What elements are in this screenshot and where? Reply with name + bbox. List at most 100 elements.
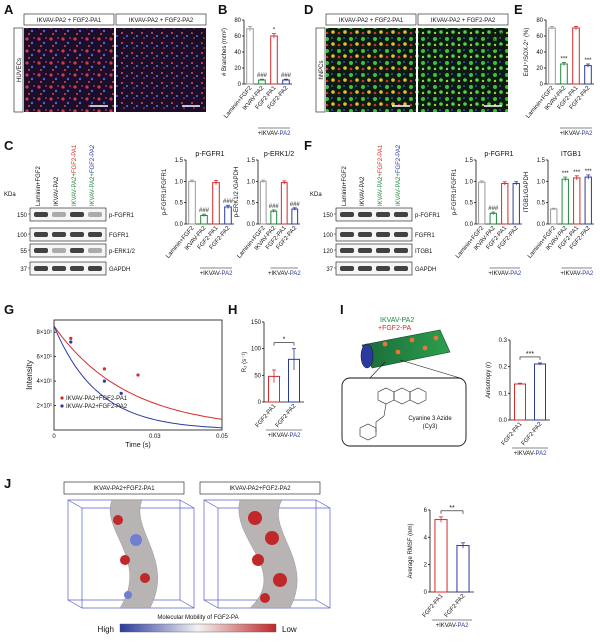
category-label: FGF2-PA1	[422, 593, 445, 619]
y-axis-label: Anisotropy (r)	[486, 362, 492, 398]
group-label-prefix: +IKVAV-	[560, 131, 582, 137]
y-tick-label: 4	[424, 535, 428, 541]
group-label-prefix: +IKVAV-	[436, 623, 458, 629]
bar	[291, 208, 299, 225]
blot-band	[52, 266, 66, 271]
blot-band	[358, 266, 372, 271]
group-label: +IKVAV-PA2	[560, 131, 594, 137]
y-axis-label: p-FGFR1/FGFR1	[162, 168, 168, 215]
significance-mark: ***	[562, 171, 570, 177]
blot-band	[394, 232, 408, 237]
legend-marker	[60, 396, 64, 400]
md-header-2: IKVAV-PA2+FGF2-PA2	[229, 486, 291, 492]
y-tick-label: 20	[234, 66, 241, 72]
title-line-1: IKVAV-PA2	[380, 317, 414, 324]
band-label: FGFR1	[109, 233, 129, 239]
blot-band	[70, 232, 84, 237]
significance-mark: *	[283, 337, 286, 344]
bar	[212, 182, 220, 225]
y-tick-label: 150	[251, 320, 262, 326]
blot-band	[88, 232, 102, 237]
blot-band	[376, 212, 390, 217]
bar	[572, 27, 580, 85]
group-label-suffix: PA2	[582, 131, 594, 137]
chart-c2: 0.00.51.01.5p-ERK1/2 /GAPDHp-ERK1/2Lamin…	[234, 151, 301, 277]
y-axis-label: Intensity	[25, 360, 34, 390]
blot-band	[358, 248, 372, 253]
panel-i: I IKVAV-PA2 +FGF2-PA Cyanine 3 Azide (Cy…	[340, 302, 550, 457]
y-tick-label: 0	[540, 82, 544, 88]
y-tick-label: 0.0	[247, 222, 256, 228]
bar	[584, 176, 592, 225]
legend-edu: EdU	[493, 32, 505, 38]
group-label-suffix: PA2	[458, 623, 470, 629]
y-tick-label: 1.0	[247, 179, 256, 185]
group-label: +IKVAV-PA2	[514, 451, 548, 457]
blot-band	[394, 266, 408, 271]
data-point	[69, 340, 73, 344]
y-axis-label: p-ERK1/2 /GAPDH	[234, 167, 240, 218]
y-axis-label: R₂ (s⁻¹)	[242, 352, 248, 373]
legend-label: IKVAV-PA2+FGF2-PA2	[66, 404, 128, 410]
blot-band	[52, 248, 66, 253]
legend-label: IKVAV-PA2+FGF2-PA1	[66, 396, 128, 402]
colorbar-title: Molecular Mobility of FGF2-PA	[157, 615, 238, 621]
y-tick-label: 1.0	[465, 179, 474, 185]
legend-sox2: SOX-2	[487, 39, 506, 45]
lane-label: Laminin+FGF2	[342, 165, 348, 206]
y-tick-label: 2	[424, 563, 428, 569]
micrograph-2	[418, 28, 508, 112]
band-label: p-FGFR1	[415, 213, 441, 219]
blot-band	[358, 212, 372, 217]
blot-band	[340, 248, 354, 253]
bar	[434, 519, 448, 593]
panel-g: G 8×10¹ 6×10¹ 4×10¹ 2×10¹ 0 0.03 0.05 Time (s) I…	[4, 302, 228, 449]
lane-label: IKVAV-PA2+FGF2-PA2	[90, 144, 96, 206]
group-label-suffix: PA2	[290, 433, 302, 439]
y-tick-label: 0.1	[499, 391, 508, 397]
bar	[501, 182, 509, 225]
panel-letter: I	[340, 302, 344, 317]
significance-bracket	[273, 342, 295, 346]
y-tick-label: 0.5	[465, 201, 474, 207]
significance-mark: ***	[560, 56, 568, 62]
y-axis-label: Average RMSF (nm)	[408, 524, 414, 579]
kda-marker: 120	[323, 249, 334, 255]
y-tick-label: 0	[238, 82, 242, 88]
blot-band	[88, 212, 102, 217]
significance-mark: ###	[281, 73, 292, 79]
y-tick-label: 1.0	[537, 179, 546, 185]
blot-strip	[29, 261, 107, 276]
blot-strip	[335, 207, 413, 222]
blot-band	[376, 232, 390, 237]
significance-mark: ***	[584, 58, 592, 64]
group-label-prefix: +IKVAV-	[488, 271, 510, 277]
y-tick-label: 0.0	[175, 222, 184, 228]
panel-j: J IKVAV-PA2+FGF2-PA1 IKVAV-PA2+FGF2-PA2	[4, 476, 474, 634]
significance-bracket	[440, 510, 464, 514]
western-blot-f: Laminin+FGF2 IKVAV-PA2 IKVAV-PA2+FGF2-PA1I…	[323, 144, 441, 276]
bar	[270, 35, 278, 85]
chart-g: 8×10¹ 6×10¹ 4×10¹ 2×10¹ 0 0.03 0.05 Time (s) Int…	[25, 319, 228, 449]
header-box	[115, 13, 207, 26]
y-tick-label: 0.3	[499, 338, 508, 344]
kda-marker: 55	[20, 249, 27, 255]
significance-mark: *	[273, 28, 276, 34]
bar	[561, 178, 569, 225]
kda-marker: 37	[20, 267, 27, 273]
lane-label-part: IKVAV-PA2+	[396, 173, 402, 206]
blot-band	[70, 248, 84, 253]
y-axis-label: EdU⁺/SOX-2⁺ (%)	[523, 28, 530, 77]
panel-letter: A	[4, 2, 14, 17]
side-box	[315, 27, 326, 113]
blot-band	[88, 266, 102, 271]
blot-band	[70, 266, 84, 271]
group-label-suffix: PA2	[222, 271, 234, 277]
chart-title: p-FGFR1	[484, 151, 513, 158]
blot-band	[34, 248, 48, 253]
bar	[573, 177, 581, 225]
y-tick-label: 6	[424, 508, 428, 514]
blot-band	[394, 248, 408, 253]
panel-letter: H	[228, 302, 237, 317]
category-label: FGF2-PA2	[521, 421, 544, 447]
